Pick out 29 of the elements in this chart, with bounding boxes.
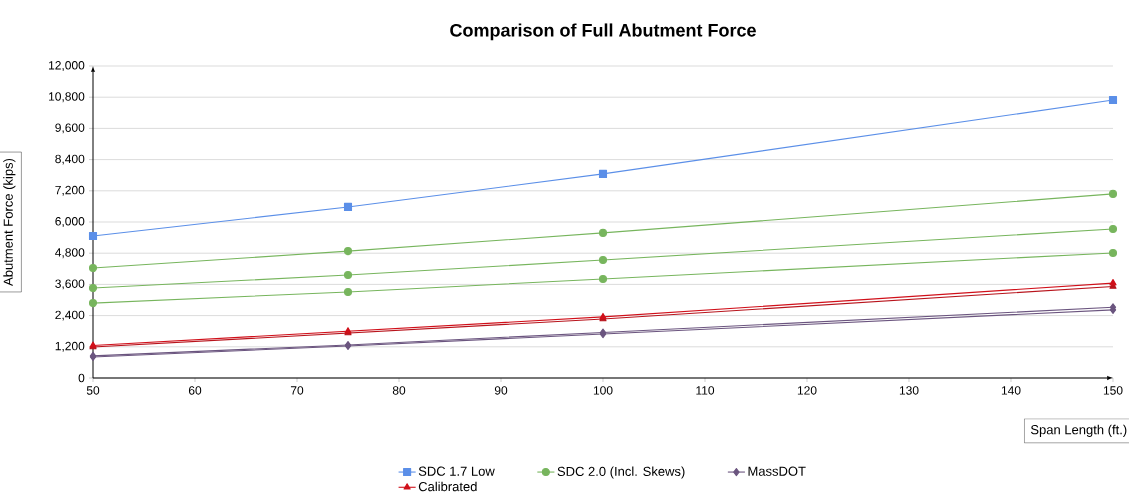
x-tick-label: 110 xyxy=(696,386,715,395)
y-tick-label: 2,400 xyxy=(55,310,85,321)
x-tick-label: 70 xyxy=(290,386,304,395)
y-tick-label: 3,600 xyxy=(55,279,85,290)
y-axis-title: Abutment Force (kips) xyxy=(3,158,16,286)
y-tick-label: 12,000 xyxy=(49,61,85,71)
x-tick-label: 80 xyxy=(392,386,406,395)
x-tick-label: 50 xyxy=(86,386,100,395)
chart-title: Comparison of Full Abutment Force xyxy=(450,23,756,41)
x-axis-title: Span Length (ft.) xyxy=(1030,424,1127,437)
y-tick-label: 6,000 xyxy=(55,217,85,227)
y-tick-label: 1,200 xyxy=(55,341,85,352)
legend-label: SDC 2.0 (Incl. Skews) xyxy=(557,466,685,479)
y-tick-label: 4,800 xyxy=(55,248,85,259)
x-tick-label: 140 xyxy=(1001,386,1021,395)
x-tick-label: 150 xyxy=(1103,386,1123,395)
y-tick-label: 0 xyxy=(78,373,85,383)
x-tick-label: 90 xyxy=(494,386,508,395)
y-tick-label: 9,600 xyxy=(55,123,85,134)
legend-label: Calibrated xyxy=(418,481,477,492)
x-tick-label: 130 xyxy=(899,386,919,395)
legend-label: MassDOT xyxy=(748,466,806,476)
x-tick-label: 100 xyxy=(593,386,613,395)
x-tick-label: 120 xyxy=(797,386,817,395)
y-tick-label: 7,200 xyxy=(55,185,85,196)
x-tick-label: 60 xyxy=(188,386,202,395)
y-tick-label: 10,800 xyxy=(49,92,85,103)
y-tick-label: 8,400 xyxy=(55,154,85,165)
legend-label: SDC 1.7 Low xyxy=(418,466,495,476)
